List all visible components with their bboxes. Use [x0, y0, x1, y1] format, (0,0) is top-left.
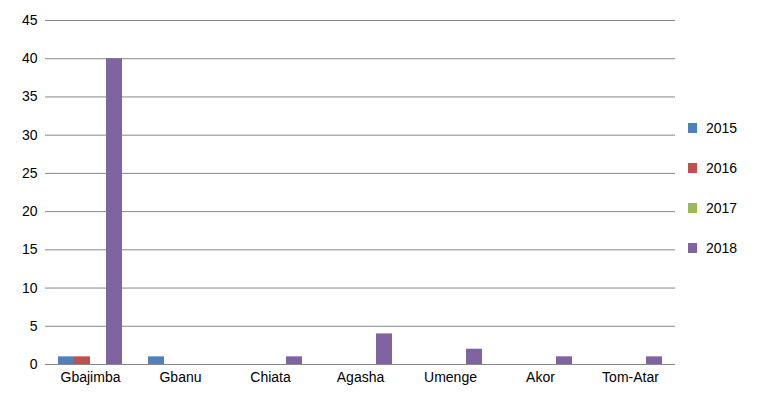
- svg-text:35: 35: [22, 88, 38, 104]
- svg-text:0: 0: [30, 356, 38, 372]
- svg-text:Umenge: Umenge: [424, 369, 477, 385]
- svg-text:15: 15: [22, 241, 38, 257]
- html-text:2017: 2017: [706, 200, 738, 216]
- svg-text:30: 30: [22, 127, 38, 143]
- svg-text:45: 45: [22, 12, 38, 28]
- svg-text:Akor: Akor: [526, 369, 555, 385]
- html-text:2016: 2016: [706, 160, 738, 176]
- svg-text:Gbanu: Gbanu: [159, 369, 201, 385]
- svg-text:20: 20: [22, 203, 38, 219]
- svg-text:Chiata: Chiata: [250, 369, 291, 385]
- svg-text:5: 5: [30, 318, 38, 334]
- svg-text:Gbajimba: Gbajimba: [61, 369, 121, 385]
- svg-text:Tom-Atar: Tom-Atar: [602, 369, 659, 385]
- svg-text:25: 25: [22, 165, 38, 181]
- svg-text:40: 40: [22, 50, 38, 66]
- svg-text:10: 10: [22, 280, 38, 296]
- html-text:2018: 2018: [706, 240, 738, 256]
- svg-text:Agasha: Agasha: [337, 369, 385, 385]
- html-text:2015: 2015: [706, 120, 738, 136]
